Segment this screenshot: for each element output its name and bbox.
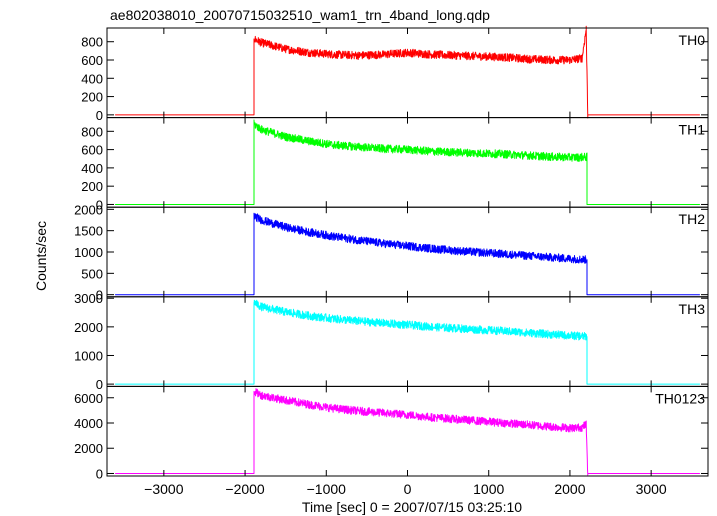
y-tick-label: 1000 — [74, 348, 103, 363]
series-line-th0 — [114, 25, 701, 119]
series-line-th2 — [114, 212, 701, 296]
y-tick-label: 400 — [81, 71, 103, 86]
y-tick-label: 400 — [81, 161, 103, 176]
y-tick-label: 2000 — [74, 441, 103, 456]
x-tick-label: −1000 — [307, 481, 347, 497]
y-tick-label: 0 — [96, 197, 103, 212]
y-tick-label: 800 — [81, 35, 103, 50]
y-tick-label: 200 — [81, 90, 103, 105]
y-tick-label: 600 — [81, 143, 103, 158]
y-tick-label: 3000 — [74, 291, 103, 306]
panel-frame — [106, 27, 709, 119]
y-tick-label: 500 — [81, 266, 103, 281]
panel-frame — [106, 296, 709, 387]
chart-title: ae802038010_20070715032510_wam1_trn_4ban… — [110, 7, 490, 23]
y-tick-label: 0 — [96, 466, 103, 481]
y-tick-label: 0 — [96, 377, 103, 392]
panels: 0 200 400 600 800 TH0 0 200 400 600 800 TH1 0 500 1000… — [74, 25, 709, 481]
x-tick-label: −2000 — [225, 481, 265, 497]
y-tick-label: 600 — [81, 53, 103, 68]
panel-th3: 0 1000 2000 3000 TH3 — [74, 291, 709, 392]
y-tick-label: 800 — [81, 124, 103, 139]
series-line-th1 — [114, 119, 701, 205]
panel-frame — [106, 206, 709, 298]
y-axis-label: Counts/sec — [33, 221, 49, 291]
y-tick-label: 1000 — [74, 245, 103, 260]
y-tick-label: 4000 — [74, 416, 103, 431]
series-line-th0123 — [114, 388, 701, 476]
y-tick-label: 200 — [81, 179, 103, 194]
panel-frame — [106, 117, 709, 208]
panel-label: TH1 — [679, 122, 706, 138]
panel-label: TH3 — [679, 301, 706, 317]
y-tick-label: 1500 — [74, 224, 103, 239]
panel-frame — [106, 385, 709, 477]
x-axis: −3000 −2000 −1000 0 1000 2000 3000 — [144, 481, 667, 497]
y-tick-label: 2000 — [74, 320, 103, 335]
y-tick-label: 0 — [96, 288, 103, 303]
x-tick-label: −3000 — [144, 481, 184, 497]
panel-label: TH2 — [679, 211, 706, 227]
panel-th0: 0 200 400 600 800 TH0 — [81, 25, 709, 123]
panel-th2: 0 500 1000 1500 2000 TH2 — [74, 202, 709, 303]
x-tick-label: 0 — [404, 481, 412, 497]
y-tick-label: 0 — [96, 108, 103, 123]
x-tick-label: 3000 — [636, 481, 667, 497]
y-tick-label: 2000 — [74, 202, 103, 217]
panel-label: TH0 — [679, 32, 706, 48]
panel-label: TH0123 — [655, 390, 705, 406]
panel-th0123: 0 2000 4000 6000 TH0123 — [74, 385, 709, 481]
y-tick-label: 6000 — [74, 391, 103, 406]
panel-th1: 0 200 400 600 800 TH1 — [81, 117, 709, 212]
x-tick-label: 2000 — [554, 481, 585, 497]
x-tick-label: 1000 — [473, 481, 504, 497]
series-line-th3 — [114, 299, 701, 385]
x-axis-label: Time [sec] 0 = 2007/07/15 03:25:10 — [302, 499, 522, 515]
